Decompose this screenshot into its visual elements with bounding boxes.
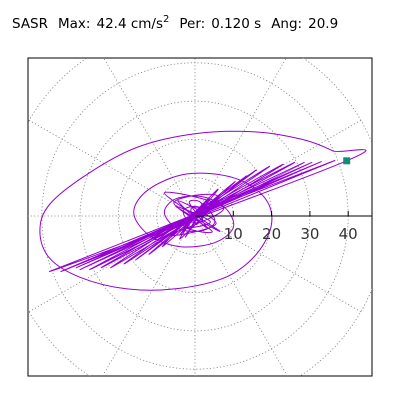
grid-spoke-120 (103, 58, 196, 217)
grid-spoke-300 (194, 215, 288, 376)
period-label: Per: (179, 16, 206, 32)
orbit-trace-0 (39, 130, 367, 291)
axis-tick-label-30: 30 (300, 225, 319, 243)
grid-spoke-150 (28, 119, 196, 217)
max-value: 42.4 (96, 16, 127, 32)
station-code: SASR (12, 16, 49, 32)
angle-label: Ang: (271, 16, 303, 32)
max-unit: cm/s (130, 16, 163, 32)
trace-layer (39, 130, 367, 291)
axis-tick-label-20: 20 (262, 225, 281, 243)
marker-layer (343, 157, 351, 165)
max-label: Max: (58, 16, 91, 32)
chart-header: SASR Max: 42.4 cm/s2 Per: 0.120 s Ang: 20.9 (12, 14, 338, 34)
grid-spoke-330 (194, 215, 362, 313)
axis-tick-label-10: 10 (224, 225, 243, 243)
max-unit-exponent: 2 (163, 14, 170, 25)
amplitude-axis: 10 20 30 40 (195, 211, 372, 243)
axis-tick-label-40: 40 (339, 225, 358, 243)
max-point-marker (343, 157, 351, 165)
grid-spoke-60 (194, 58, 287, 217)
grid-spoke-240 (102, 215, 196, 376)
period-value: 0.120 s (211, 16, 262, 32)
grid-spoke-210 (28, 215, 196, 313)
angle-value: 20.9 (308, 16, 339, 32)
